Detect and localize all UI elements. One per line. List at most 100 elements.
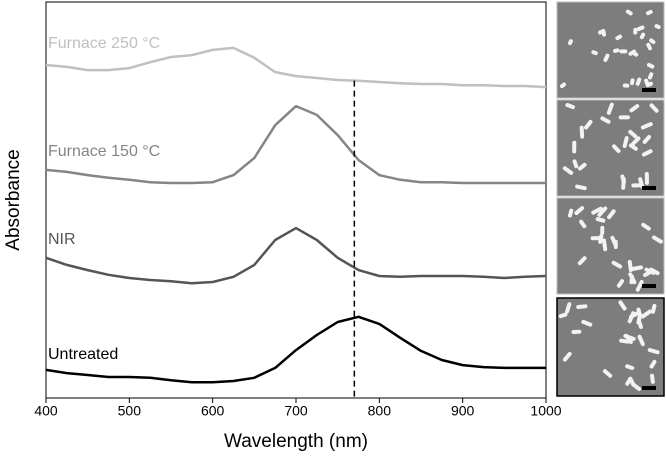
sem-rod bbox=[562, 351, 572, 362]
sem-rod bbox=[619, 338, 630, 344]
sem-rod bbox=[630, 136, 641, 147]
x-tick-label: 700 bbox=[284, 403, 308, 419]
sem-rod bbox=[601, 238, 608, 252]
sem-rod bbox=[625, 9, 633, 16]
sem-rod bbox=[620, 174, 626, 185]
scale-bar bbox=[642, 186, 656, 190]
sem-rod bbox=[577, 256, 587, 266]
sem-rod bbox=[640, 309, 652, 319]
x-tick-label: 900 bbox=[451, 403, 475, 419]
sem-rod bbox=[607, 209, 616, 220]
sem-rod bbox=[636, 312, 643, 325]
sem-rod bbox=[650, 303, 657, 314]
sem-rod bbox=[591, 50, 598, 56]
sem-rod bbox=[645, 9, 653, 16]
sem-rod bbox=[644, 172, 649, 185]
scale-bar bbox=[642, 386, 656, 390]
sem-rod bbox=[623, 333, 636, 341]
sem-rod bbox=[627, 259, 633, 273]
sem-rod bbox=[613, 48, 620, 53]
sem-rod bbox=[577, 162, 587, 171]
series-label: NIR bbox=[48, 231, 76, 248]
sem-rod bbox=[643, 269, 654, 277]
scale-bar bbox=[642, 284, 656, 288]
sem-rod bbox=[571, 329, 582, 335]
x-tick-label: 1000 bbox=[530, 403, 561, 419]
sem-rod bbox=[606, 102, 614, 115]
sem-rod bbox=[565, 103, 575, 110]
sem-rod bbox=[628, 143, 638, 151]
sem-rod bbox=[625, 364, 635, 370]
sem-rod bbox=[649, 38, 656, 45]
spectrum-line bbox=[45, 315, 546, 384]
sem-rod bbox=[612, 144, 621, 153]
sem-rod bbox=[590, 236, 602, 241]
sem-rod bbox=[636, 25, 645, 32]
sem-rod bbox=[627, 311, 636, 324]
sem-rod bbox=[622, 136, 629, 148]
sem-rod bbox=[579, 219, 587, 229]
series-label: Furnace 250 °C bbox=[48, 35, 160, 52]
sem-rod bbox=[597, 206, 608, 217]
sem-rod bbox=[646, 62, 655, 69]
sem-rod bbox=[631, 183, 642, 188]
x-tick-label: 500 bbox=[118, 403, 142, 419]
sem-rod bbox=[642, 135, 652, 144]
sem-rod bbox=[576, 304, 588, 309]
spectrum-line bbox=[45, 226, 547, 285]
sem-rod bbox=[597, 29, 605, 35]
spectrum-line bbox=[45, 104, 546, 185]
sem-rod bbox=[618, 300, 627, 311]
sem-rod bbox=[640, 122, 653, 130]
sem-rod bbox=[649, 359, 657, 369]
sem-rod bbox=[567, 208, 574, 218]
sem-rod bbox=[611, 260, 623, 269]
sem-rod bbox=[584, 119, 593, 130]
sem-rod bbox=[618, 115, 630, 120]
plot-frame bbox=[45, 1, 547, 399]
sem-rod bbox=[654, 24, 661, 30]
sem-rod bbox=[619, 49, 628, 54]
sem-rod bbox=[559, 82, 567, 89]
sem-rod bbox=[595, 217, 606, 223]
sem-rod bbox=[639, 32, 646, 40]
sem-rod bbox=[629, 104, 640, 113]
sem-rod bbox=[615, 34, 623, 41]
sem-rod bbox=[647, 72, 654, 80]
sem-rod bbox=[600, 225, 605, 235]
sem-rod bbox=[644, 78, 650, 88]
sem-rod bbox=[622, 83, 630, 88]
x-tick-label: 800 bbox=[368, 403, 392, 419]
sem-rod bbox=[631, 50, 639, 57]
scale-bar bbox=[642, 88, 656, 92]
sem-rod bbox=[581, 319, 593, 327]
sem-rod bbox=[635, 77, 642, 86]
series-label: Untreated bbox=[48, 346, 118, 363]
sem-rod bbox=[650, 373, 655, 384]
sem-rod bbox=[628, 129, 638, 139]
y-axis-label: Absorbance bbox=[3, 149, 24, 250]
sem-rod bbox=[628, 272, 637, 285]
sem-rod bbox=[574, 206, 585, 216]
sem-rod bbox=[638, 177, 645, 189]
sem-rod bbox=[616, 279, 625, 288]
sem-rod bbox=[572, 140, 577, 154]
sem-rod bbox=[610, 235, 618, 247]
sem-rod bbox=[646, 42, 652, 51]
spectrum-line bbox=[45, 46, 547, 89]
sem-rod bbox=[630, 78, 635, 86]
sem-rod bbox=[579, 125, 585, 139]
sem-rod bbox=[562, 166, 574, 175]
sem-rod bbox=[637, 334, 645, 347]
sem-rod bbox=[633, 27, 638, 35]
sem-rod bbox=[631, 382, 642, 391]
sem-rod bbox=[602, 369, 613, 378]
sem-rod bbox=[603, 53, 610, 62]
sem-rod bbox=[565, 302, 572, 314]
sem-rod bbox=[558, 312, 568, 319]
sem-rod bbox=[591, 206, 603, 215]
sem-rod bbox=[600, 116, 611, 124]
x-axis-label: Wavelength (nm) bbox=[224, 431, 368, 452]
sem-rod bbox=[572, 159, 579, 169]
